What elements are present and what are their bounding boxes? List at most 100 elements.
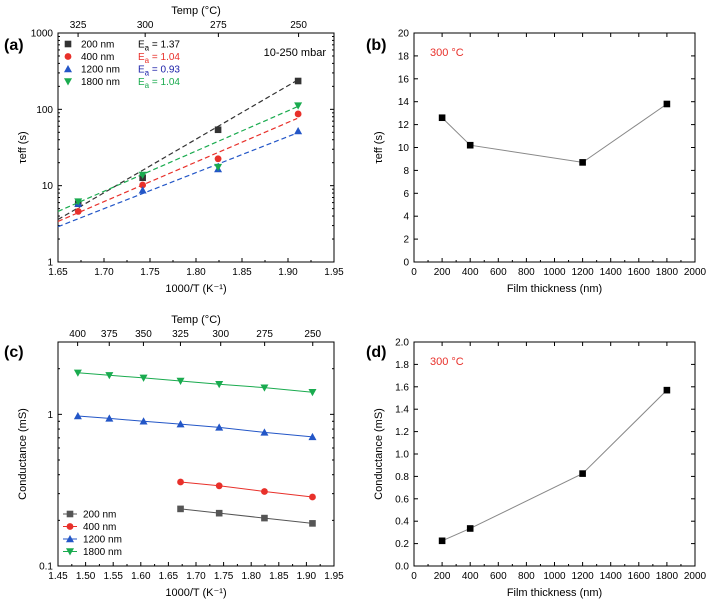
ea-value: 1.04 <box>161 52 181 63</box>
series-line <box>180 508 313 524</box>
top-axis-tick-label: 325 <box>172 329 189 340</box>
x-tick-label: 1.65 <box>159 571 179 582</box>
y-tick-label: 12 <box>398 120 410 131</box>
x-tick-label: 1.75 <box>214 571 234 582</box>
top-axis-tick-label: 300 <box>137 20 154 31</box>
top-axis-tick-label: 375 <box>101 329 118 340</box>
legend-marker <box>66 523 74 530</box>
ea-subscript: a <box>145 81 150 90</box>
data-point <box>215 482 223 490</box>
temperature-annotation: 300 °C <box>430 47 464 59</box>
series-line <box>441 389 668 542</box>
series-line <box>180 481 313 498</box>
y-tick-label: 0.0 <box>395 562 409 573</box>
legend-marker <box>66 548 74 556</box>
top-axis-label: Temp (°C) <box>171 314 221 326</box>
data-point <box>308 432 317 441</box>
x-tick-label: 400 <box>462 571 479 582</box>
panel-label: (b) <box>366 37 386 54</box>
legend-label: 1800 nm <box>83 547 122 558</box>
y-tick-label: 0.1 <box>39 562 53 573</box>
ea-symbol: E <box>138 77 145 88</box>
series-line <box>77 415 313 438</box>
legend-marker <box>64 65 72 73</box>
legend: 200 nm Ea = 1.37 400 nm Ea = 1.04 1200 nm Ea … <box>64 40 181 90</box>
y-tick-label: 6 <box>403 189 409 200</box>
data-point <box>138 186 147 194</box>
panel-d: (d) 0 200 400 600 800 1000 1200 1400 1600 1800 2000… <box>366 338 707 600</box>
y-axis-label: τeff (s) <box>17 131 29 163</box>
top-axis-tick-label: 325 <box>70 20 87 31</box>
x-tick-label: 1600 <box>628 267 651 278</box>
data-point <box>663 100 671 108</box>
legend-marker <box>66 510 74 518</box>
fit-line <box>57 79 298 221</box>
top-axis-tick-label: 250 <box>304 329 321 340</box>
x-tick-label: 1.70 <box>94 267 114 278</box>
x-tick-label: 1.45 <box>48 571 68 582</box>
data-point <box>74 198 83 206</box>
data-point <box>176 377 185 385</box>
ea-symbol: E <box>138 65 145 76</box>
y-tick-label: 8 <box>403 166 409 177</box>
data-point <box>579 159 586 166</box>
panel-c: (c) 1.45 1.50 1.55 1.60 1.65 1.70 1.75 1.80 1.85 1… <box>4 314 344 599</box>
data-point <box>177 478 184 486</box>
x-tick-label: 1.90 <box>278 267 298 278</box>
x-axis-label: Film thickness (nm) <box>507 283 602 295</box>
data-point <box>105 372 114 380</box>
data-point <box>176 420 185 428</box>
x-tick-label: 2000 <box>684 571 707 582</box>
x-tick-label: 1.80 <box>241 571 261 582</box>
y-tick-label: 18 <box>398 51 410 62</box>
y-tick-label: 1.0 <box>395 450 409 461</box>
y-axis-label: Conductance (mS) <box>17 408 29 500</box>
ea-subscript: a <box>145 44 150 53</box>
top-axis-tick-label: 300 <box>212 329 229 340</box>
x-tick-label: 1200 <box>571 267 594 278</box>
y-tick-label: 0.6 <box>395 494 409 505</box>
y-tick-label: 10 <box>398 143 410 154</box>
activation-energy-label: Ea = 1.04 <box>138 77 180 90</box>
data-point <box>139 374 148 382</box>
y-tick-label: 2.0 <box>395 338 409 349</box>
data-point <box>294 102 303 110</box>
data-point <box>214 155 222 163</box>
x-tick-label: 1.65 <box>48 267 68 278</box>
x-tick-label: 400 <box>462 267 479 278</box>
fit-line <box>57 132 298 228</box>
x-tick-label: 2000 <box>684 267 707 278</box>
top-axis-tick-label: 275 <box>256 329 273 340</box>
data-point <box>215 509 223 517</box>
x-tick-label: 0 <box>411 267 417 278</box>
x-tick-label: 1200 <box>571 571 594 582</box>
data-point <box>214 126 222 134</box>
data-point <box>260 384 269 392</box>
x-tick-label: 1.75 <box>140 267 160 278</box>
y-tick-label: 2 <box>403 235 409 246</box>
x-tick-label: 1.85 <box>232 267 252 278</box>
data-point <box>294 127 303 135</box>
data-point <box>579 470 586 477</box>
x-tick-label: 1800 <box>656 571 679 582</box>
legend-label: 200 nm <box>83 510 116 521</box>
legend-label: 200 nm <box>81 40 114 51</box>
ea-subscript: a <box>145 56 150 65</box>
legend-marker <box>66 535 74 543</box>
panel-label: (d) <box>366 344 386 361</box>
top-axis-tick-label: 400 <box>69 329 86 340</box>
data-point <box>177 505 184 513</box>
ea-value: 0.93 <box>161 65 181 76</box>
panel-b: (b)0 200 400 600 800 1000 1200 1400 1600 1800 2000… <box>366 29 707 296</box>
y-tick-label: 20 <box>398 29 410 40</box>
y-tick-label: 0.2 <box>395 539 409 550</box>
top-axis-tick-label: 275 <box>210 20 227 31</box>
y-tick-label: 0.4 <box>395 517 409 528</box>
y-tick-label: 10 <box>42 181 54 192</box>
y-tick-label: 14 <box>398 97 410 108</box>
top-axis-label: Temp (°C) <box>171 5 221 17</box>
data-point <box>73 369 82 377</box>
x-axis-label: Film thickness (nm) <box>507 587 602 599</box>
ea-eq: = <box>149 40 160 51</box>
